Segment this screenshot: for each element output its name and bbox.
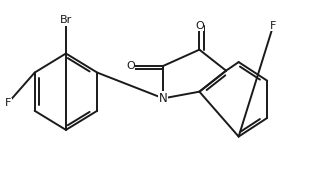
Text: F: F [270, 21, 276, 31]
Text: O: O [126, 61, 135, 71]
Text: O: O [195, 21, 204, 31]
Text: N: N [159, 92, 168, 105]
Text: F: F [5, 98, 11, 108]
Text: Br: Br [60, 15, 72, 25]
